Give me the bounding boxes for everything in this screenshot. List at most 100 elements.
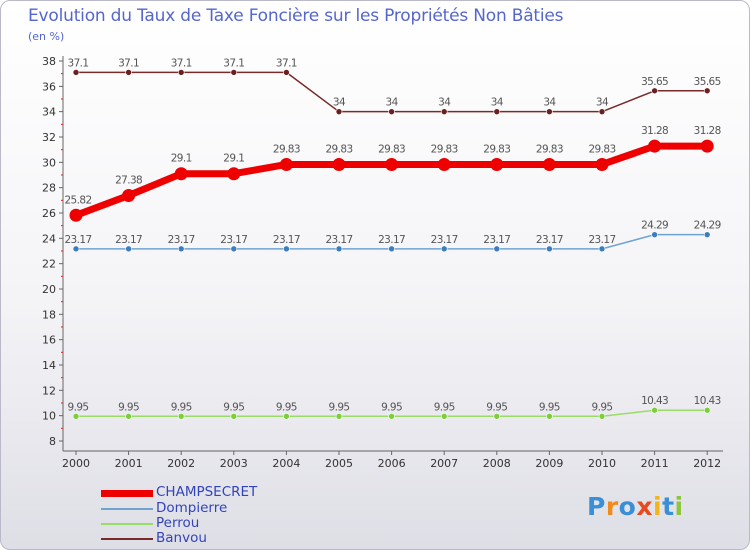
data-point-champsecret bbox=[174, 167, 188, 181]
logo-letter: i bbox=[653, 492, 663, 521]
data-point-dompierre bbox=[177, 245, 185, 253]
data-point-perrou bbox=[283, 412, 290, 420]
data-point-dompierre bbox=[72, 245, 80, 253]
legend-label: CHAMPSECRET bbox=[156, 484, 258, 500]
data-point-champsecret bbox=[595, 157, 609, 171]
data-label-banvou: 37.1 bbox=[223, 57, 244, 69]
data-point-champsecret bbox=[385, 157, 399, 171]
y-tick-label: 30 bbox=[42, 156, 56, 169]
legend-item-dompierre: Dompierre bbox=[101, 501, 401, 517]
data-label-champsecret: 29.83 bbox=[378, 143, 405, 155]
y-tick-label: 12 bbox=[42, 384, 56, 397]
legend-label: Dompierre bbox=[156, 500, 228, 516]
legend-item-banvou: Banvou bbox=[101, 531, 401, 547]
data-point-perrou bbox=[493, 412, 501, 420]
data-label-banvou: 34 bbox=[386, 97, 399, 109]
data-point-perrou bbox=[651, 406, 658, 414]
data-point-perrou bbox=[546, 412, 553, 420]
data-point-perrou bbox=[335, 412, 343, 420]
y-tick-label: 26 bbox=[42, 207, 56, 220]
data-label-banvou: 37.1 bbox=[276, 57, 297, 69]
y-tick-label: 32 bbox=[42, 131, 56, 144]
data-point-banvou bbox=[598, 108, 606, 115]
data-point-banvou bbox=[546, 108, 553, 115]
data-label-champsecret: 29.1 bbox=[171, 153, 192, 165]
data-point-champsecret bbox=[332, 157, 346, 171]
data-label-perrou: 9.95 bbox=[486, 401, 507, 413]
data-label-dompierre: 23.17 bbox=[273, 234, 300, 246]
y-tick-label: 36 bbox=[42, 80, 56, 93]
data-point-banvou bbox=[177, 69, 185, 76]
data-label-champsecret: 29.83 bbox=[483, 143, 510, 155]
y-tick-label: 28 bbox=[42, 182, 56, 195]
data-label-perrou: 10.43 bbox=[694, 395, 721, 407]
data-label-dompierre: 23.17 bbox=[115, 234, 142, 246]
data-label-dompierre: 24.29 bbox=[694, 220, 721, 232]
data-point-banvou bbox=[493, 108, 501, 115]
data-point-dompierre bbox=[546, 245, 553, 253]
x-tick-label: 2005 bbox=[325, 457, 353, 470]
data-label-champsecret: 29.1 bbox=[223, 153, 244, 165]
data-label-champsecret: 29.83 bbox=[536, 143, 563, 155]
logo-letter: P bbox=[587, 492, 606, 521]
data-point-champsecret bbox=[648, 139, 662, 153]
data-label-banvou: 37.1 bbox=[171, 57, 192, 69]
data-label-perrou: 9.95 bbox=[592, 401, 613, 413]
x-tick-label: 2008 bbox=[483, 457, 511, 470]
data-label-champsecret: 29.83 bbox=[325, 143, 352, 155]
data-point-dompierre bbox=[703, 231, 711, 238]
y-tick-label: 38 bbox=[42, 55, 56, 68]
legend-label: Perrou bbox=[156, 515, 200, 531]
data-label-perrou: 10.43 bbox=[641, 395, 668, 407]
data-label-dompierre: 23.17 bbox=[168, 234, 195, 246]
data-point-champsecret bbox=[437, 157, 451, 171]
data-label-perrou: 9.95 bbox=[329, 401, 350, 413]
data-label-champsecret: 27.38 bbox=[115, 175, 142, 187]
data-label-dompierre: 23.17 bbox=[325, 234, 352, 246]
chart-title: Evolution du Taux de Taxe Foncière sur l… bbox=[28, 6, 564, 26]
data-point-dompierre bbox=[440, 245, 448, 253]
logo-letter: r bbox=[605, 492, 619, 521]
data-point-perrou bbox=[177, 412, 185, 420]
data-point-banvou bbox=[283, 69, 290, 76]
x-tick-label: 2006 bbox=[378, 457, 406, 470]
y-tick-label: 34 bbox=[42, 106, 56, 119]
legend-item-perrou: Perrou bbox=[101, 516, 401, 532]
data-label-dompierre: 23.17 bbox=[536, 234, 563, 246]
data-label-banvou: 37.1 bbox=[68, 57, 89, 69]
y-tick-label: 24 bbox=[42, 232, 56, 245]
logo-letter: i bbox=[674, 492, 684, 521]
x-tick-label: 2003 bbox=[220, 457, 248, 470]
x-tick-label: 2004 bbox=[272, 457, 300, 470]
data-label-banvou: 34 bbox=[491, 97, 504, 109]
legend-swatch bbox=[101, 523, 153, 525]
data-point-banvou bbox=[703, 87, 711, 95]
data-point-dompierre bbox=[651, 231, 658, 238]
data-label-dompierre: 23.17 bbox=[64, 234, 91, 246]
x-tick-label: 2009 bbox=[535, 457, 563, 470]
data-label-perrou: 9.95 bbox=[68, 401, 89, 413]
logo-letter: t bbox=[662, 492, 675, 521]
data-point-dompierre bbox=[283, 245, 290, 253]
data-label-perrou: 9.95 bbox=[223, 401, 244, 413]
data-point-champsecret bbox=[69, 208, 83, 222]
data-point-banvou bbox=[125, 69, 132, 76]
data-point-banvou bbox=[440, 108, 448, 115]
proxiti-logo: Proxiti bbox=[587, 492, 684, 521]
data-label-perrou: 9.95 bbox=[539, 401, 560, 413]
data-label-perrou: 9.95 bbox=[381, 401, 402, 413]
data-point-banvou bbox=[651, 87, 658, 95]
data-point-dompierre bbox=[125, 245, 132, 253]
data-label-champsecret: 29.83 bbox=[588, 143, 615, 155]
data-label-banvou: 34 bbox=[596, 97, 609, 109]
data-label-perrou: 9.95 bbox=[276, 401, 297, 413]
data-label-banvou: 37.1 bbox=[118, 57, 139, 69]
data-point-champsecret bbox=[700, 139, 714, 153]
x-tick-label: 2007 bbox=[430, 457, 458, 470]
y-tick-label: 10 bbox=[42, 410, 56, 423]
data-label-banvou: 35.65 bbox=[694, 76, 721, 88]
x-tick-label: 2012 bbox=[693, 457, 721, 470]
x-tick-label: 2001 bbox=[115, 457, 143, 470]
data-point-champsecret bbox=[227, 167, 241, 181]
